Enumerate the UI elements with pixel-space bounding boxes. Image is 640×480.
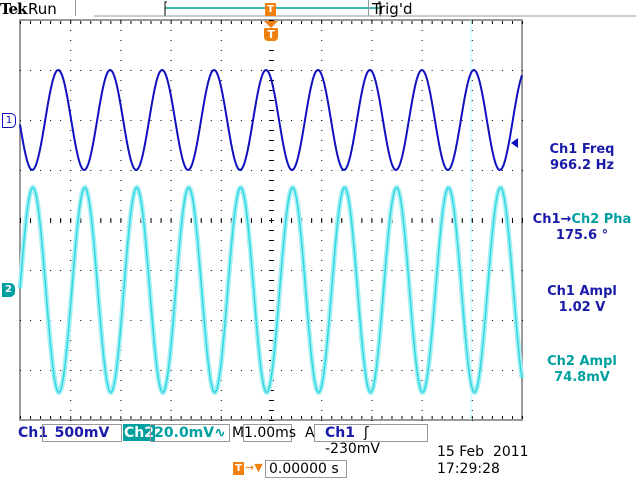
brand-logo: Tek [0,0,27,18]
timebase-scale[interactable]: 1.00ms [243,424,297,442]
trigger-position-icon: T [233,462,244,475]
ch1-waveform [19,68,523,172]
timebase-label: M [232,425,245,441]
trigger-mode: A [305,425,315,441]
time: 17:29:28 [437,461,500,477]
ch1-scale[interactable]: 500mV [42,424,122,442]
datetime: 15 Feb 2011 17:29:28 [437,444,529,478]
ch2-waveform [19,186,523,394]
trigger-settings[interactable]: Ch1 ʃ -230mV [314,424,428,457]
trigger-status: Trig'd [372,0,413,18]
measurement-ch1-ampl: Ch1 Ampl 1.02 V [547,284,617,315]
ch2-scale[interactable]: 20.0mV∿ [150,424,230,442]
trigger-position-arrow-icon [264,21,278,28]
trigger-record-marker: T [265,3,276,16]
trigger-arrow-icon: →▼ [245,461,263,474]
measurement-phase: Ch1→Ch2 Pha 175.6 ° [532,212,632,243]
trigger-level-arrow-icon[interactable] [511,138,518,148]
trigger-position-marker[interactable]: T [264,28,278,41]
ch1-label[interactable]: Ch1 [18,425,48,441]
measurement-ch2-ampl: Ch2 Ampl 74.8mV [547,354,617,385]
measurement-ch1-freq: Ch1 Freq 966.2 Hz [549,142,615,173]
trigger-position-value[interactable]: 0.00000 s [265,460,347,478]
ch2-label[interactable]: Ch2 [123,424,155,441]
date: 15 Feb 2011 [437,444,529,460]
ch2-ground-marker[interactable]: 2 [2,283,15,297]
ch1-ground-marker[interactable]: 1 [2,113,16,128]
acquisition-state: Run [28,0,57,18]
